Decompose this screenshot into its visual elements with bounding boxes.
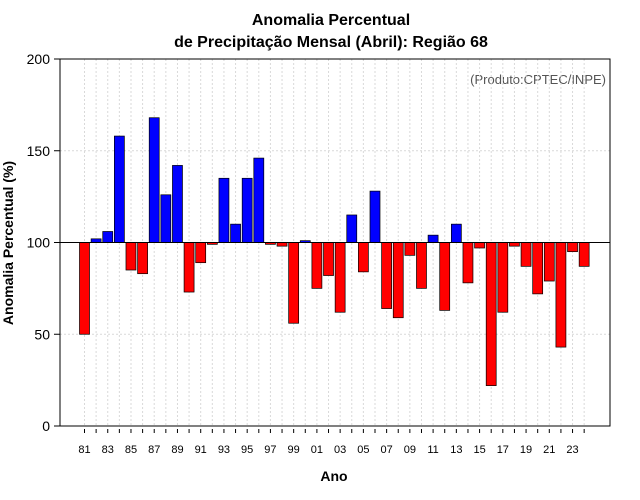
- bar-2003: [334, 242, 346, 313]
- x-tick-label: 89: [171, 444, 183, 456]
- x-tick-label: 83: [102, 444, 114, 456]
- x-tick-label: 97: [264, 444, 276, 456]
- x-tick-label: 01: [311, 444, 323, 456]
- x-tick-label: 99: [288, 444, 300, 456]
- bar-2011: [427, 234, 439, 243]
- bar-1981: [79, 242, 90, 335]
- bar-2004: [346, 214, 358, 243]
- bar-2002: [323, 242, 334, 276]
- chart-title-line1: Anomalia Percentual: [252, 12, 410, 29]
- bar-1988: [160, 194, 172, 243]
- bar-1989: [172, 165, 183, 243]
- bar-1987: [148, 117, 160, 243]
- bar-1993: [218, 177, 230, 243]
- bar-2021: [543, 242, 555, 282]
- y-tick-label: 150: [27, 143, 51, 159]
- x-tick-label: 87: [148, 444, 160, 456]
- y-tick-label: 50: [34, 326, 50, 342]
- y-axis-label: Anomalia Percentual (%): [0, 161, 16, 325]
- bar-2016: [485, 242, 497, 386]
- bars-layer: [79, 117, 590, 386]
- x-tick-label: 13: [450, 444, 462, 456]
- bar-2013: [450, 223, 462, 243]
- bar-2023: [567, 242, 578, 253]
- bar-2007: [381, 242, 392, 309]
- y-tick-label: 200: [27, 51, 51, 67]
- bar-2001: [311, 242, 323, 289]
- bar-2022: [555, 242, 567, 348]
- x-tick-label: 17: [497, 444, 509, 456]
- bar-2015: [474, 242, 485, 249]
- x-tick-label: 15: [473, 444, 485, 456]
- x-tick-label: 07: [380, 444, 392, 456]
- bar-2014: [462, 242, 474, 284]
- x-tick-label: 23: [566, 444, 578, 456]
- bar-1985: [125, 242, 137, 271]
- x-tick-label: 09: [404, 444, 416, 456]
- x-tick-label: 11: [427, 444, 438, 456]
- bar-1983: [102, 231, 114, 243]
- x-tick-label: 05: [357, 444, 369, 456]
- bar-2009: [404, 242, 416, 256]
- y-tick-label: 0: [42, 418, 50, 434]
- bar-2018: [509, 242, 520, 247]
- x-axis-label: Ano: [320, 468, 347, 484]
- grid-layer: [60, 58, 610, 427]
- bar-2012: [439, 242, 451, 311]
- bar-2005: [358, 242, 369, 273]
- bar-1998: [276, 242, 288, 247]
- bar-2010: [416, 242, 427, 289]
- x-tick-label: 21: [543, 444, 555, 456]
- x-tick-label: 81: [78, 444, 90, 456]
- x-tick-label: 95: [241, 444, 253, 456]
- chart-title-line2: de Precipitação Mensal (Abril): Região 6…: [174, 34, 488, 51]
- bar-2020: [532, 242, 544, 295]
- bar-2006: [369, 190, 381, 243]
- bar-1995: [241, 177, 253, 243]
- x-tick-label: 85: [125, 444, 137, 456]
- x-tick-label: 93: [218, 444, 230, 456]
- bar-1986: [137, 242, 148, 275]
- x-tick-label: 91: [195, 444, 207, 456]
- bar-1990: [183, 242, 195, 293]
- bar-1982: [90, 238, 102, 243]
- y-tick-label: 100: [27, 235, 51, 251]
- bar-2024: [578, 242, 590, 267]
- bar-1994: [230, 223, 241, 243]
- bar-1999: [288, 242, 300, 324]
- bar-2017: [497, 242, 509, 313]
- x-tick-label: 19: [520, 444, 532, 456]
- axes-layer: 0 50 100 150 200 81 83 85 87 89 91 93 95 97 99 01 03 05 07…: [27, 51, 611, 456]
- bar-1996: [253, 157, 265, 243]
- x-tick-label: 03: [334, 444, 346, 456]
- bar-1991: [195, 242, 207, 264]
- bar-2008: [392, 242, 404, 319]
- bar-2019: [520, 242, 532, 267]
- bar-1984: [114, 135, 125, 243]
